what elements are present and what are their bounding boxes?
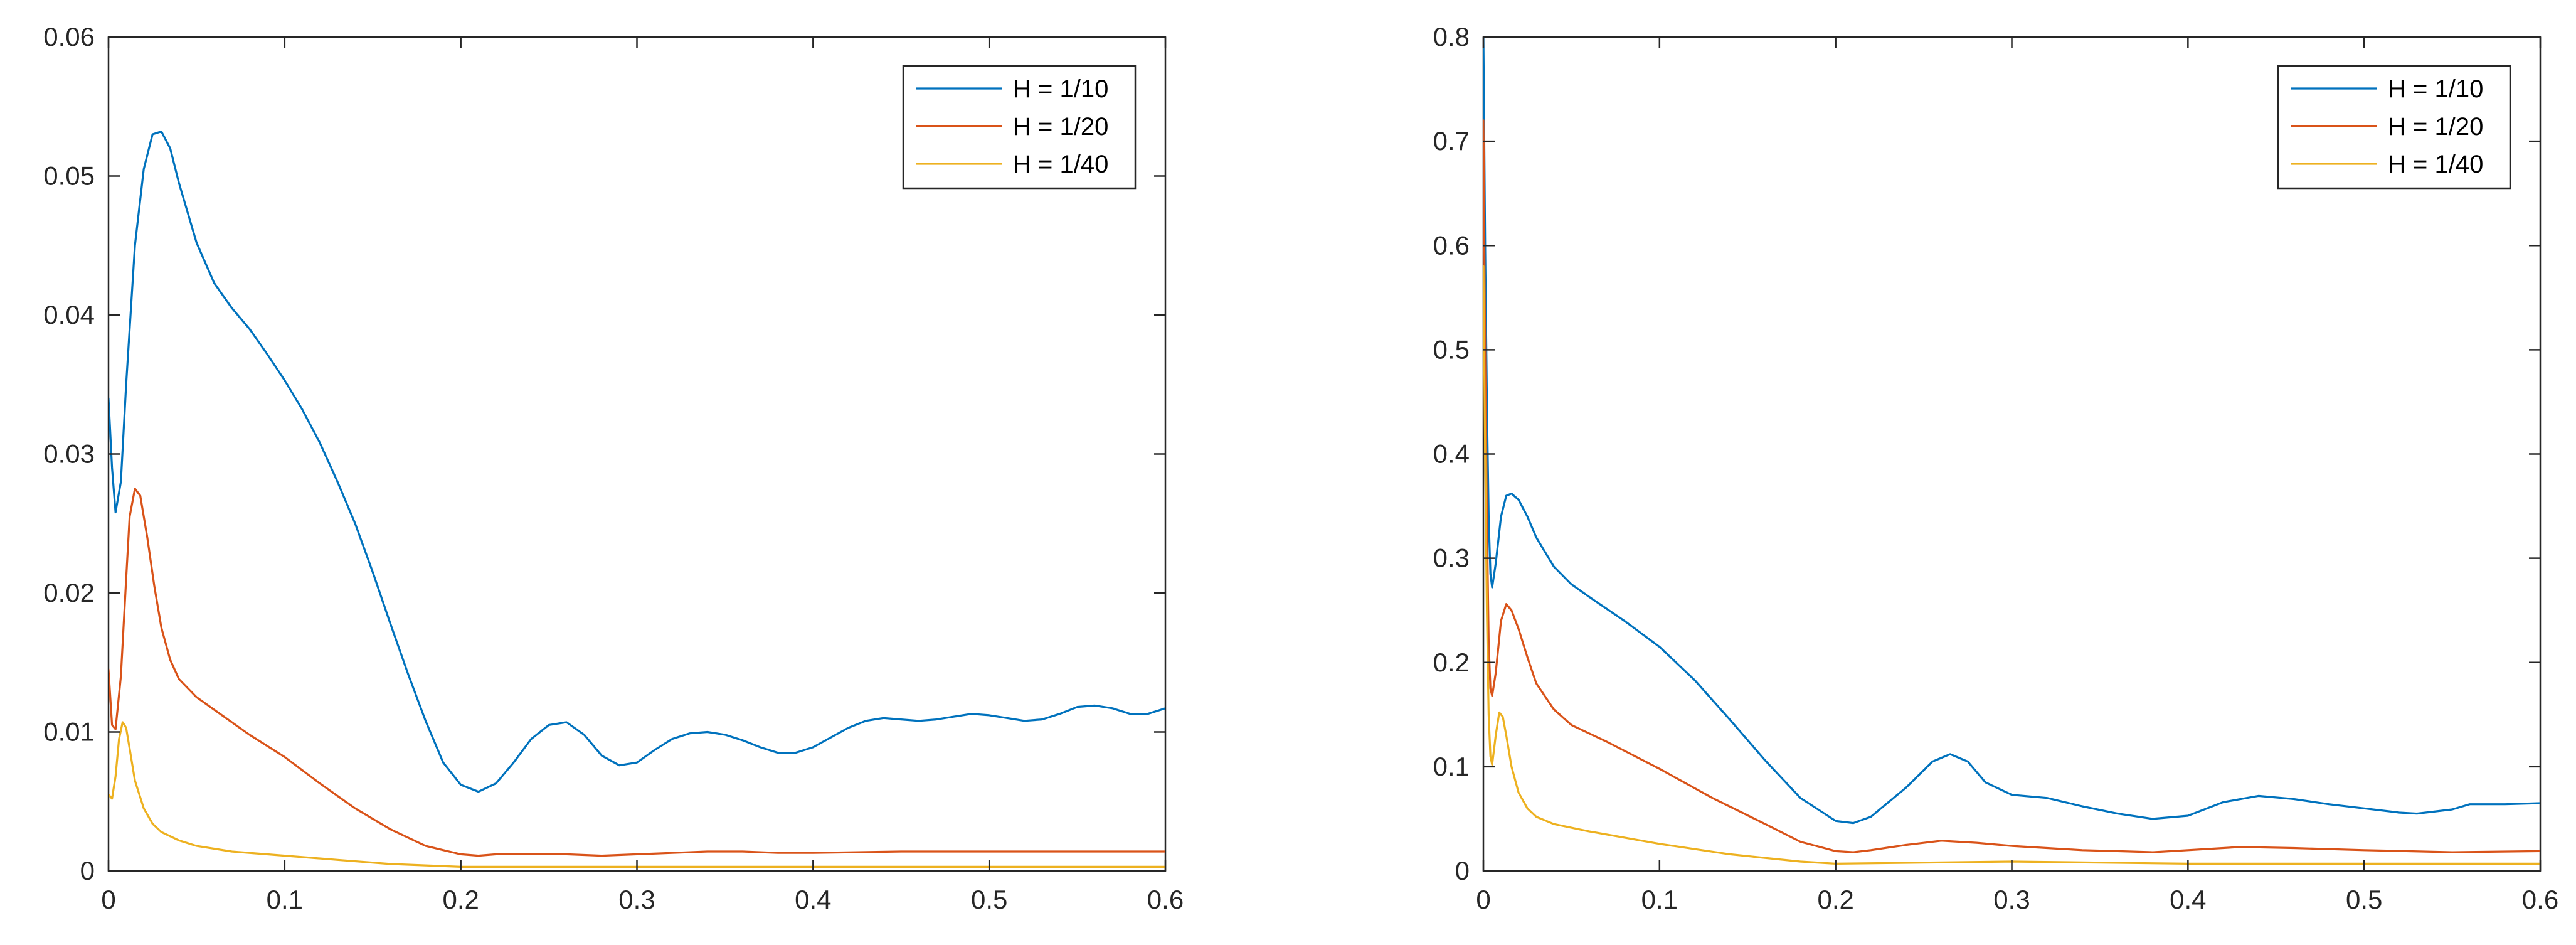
left-series-line-2	[109, 488, 1165, 857]
right-legend: H = 1/10 H = 1/20 H = 1/40	[2277, 65, 2511, 190]
left-x-tick-label: 0.6	[1147, 885, 1184, 914]
left-y-tick-label: 0.03	[43, 439, 95, 469]
right-y-tick-label: 0.8	[1433, 22, 1470, 51]
right-plot: 0 0.1 0.2 0.3 0.4 0.5 0.6 0 0.1 0.2 0.3 0.4 0.5 0.6 0.…	[1433, 22, 2559, 914]
left-y-tick-label: 0.01	[43, 717, 95, 747]
right-y-tick-label: 0.1	[1433, 752, 1470, 781]
right-series-line-1	[1483, 37, 2540, 825]
right-y-tick-label: 0	[1455, 856, 1470, 885]
right-series-line-3	[1483, 265, 2540, 865]
left-x-tick-label: 0.5	[971, 885, 1007, 914]
left-x-tick-label: 0.4	[795, 885, 831, 914]
right-y-tick-label: 0.6	[1433, 230, 1470, 260]
left-plot: 0 0.1 0.2 0.3 0.4 0.5 0.6 0 0.01 0.02 0.03 0.04 0.05…	[43, 22, 1184, 914]
left-x-tick-label: 0.2	[442, 885, 479, 914]
left-y-tick-label: 0.06	[43, 22, 95, 51]
left-series-line-1	[109, 131, 1165, 793]
right-x-tick-label: 0	[1476, 885, 1490, 914]
right-y-tick-label: 0.2	[1433, 648, 1470, 677]
left-y-tick-label: 0.04	[43, 300, 95, 329]
left-series-line-3	[109, 721, 1165, 868]
left-legend-label-2: H = 1/20	[1013, 113, 1108, 141]
right-x-tick-label: 0.4	[2170, 885, 2206, 914]
right-x-tick-label: 0.5	[2346, 885, 2382, 914]
left-x-tick-label: 0	[101, 885, 115, 914]
right-y-tick-label: 0.4	[1433, 439, 1470, 469]
left-x-tick-label: 0.1	[267, 885, 303, 914]
right-legend-label-1: H = 1/10	[2388, 75, 2483, 103]
left-legend-box	[902, 65, 1137, 190]
left-legend-label-1: H = 1/10	[1013, 75, 1108, 103]
right-legend-label-3: H = 1/40	[2388, 151, 2483, 178]
left-y-tick-label: 0.05	[43, 161, 95, 191]
right-y-tick-label: 0.3	[1433, 543, 1470, 573]
right-legend-label-2: H = 1/20	[2388, 113, 2483, 141]
right-x-tick-label: 0.1	[1641, 885, 1678, 914]
right-y-tick-label: 0.7	[1433, 126, 1470, 156]
right-x-tick-label: 0.3	[1993, 885, 2030, 914]
left-y-tick-label: 0	[80, 856, 95, 885]
right-y-tick-label: 0.5	[1433, 334, 1470, 364]
left-x-tick-label: 0.3	[618, 885, 655, 914]
right-series-line-2	[1483, 119, 2540, 853]
left-y-tick-label: 0.02	[43, 578, 95, 607]
right-x-tick-label: 0.6	[2522, 885, 2558, 914]
right-x-tick-label: 0.2	[1817, 885, 1853, 914]
left-legend-label-3: H = 1/40	[1013, 151, 1108, 178]
left-legend: H = 1/10 H = 1/20 H = 1/40	[902, 65, 1137, 190]
